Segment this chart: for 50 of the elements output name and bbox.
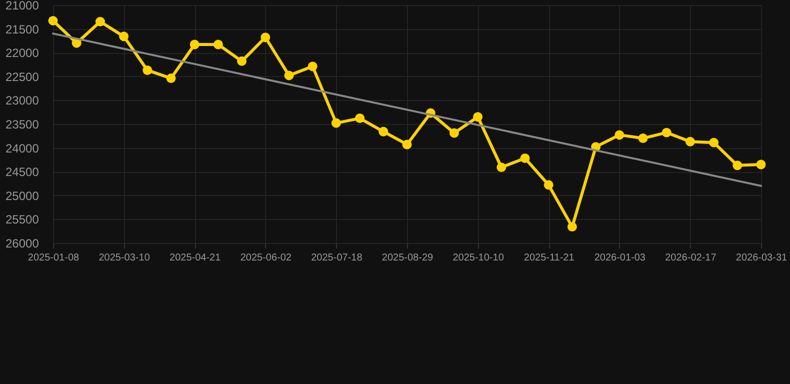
point: [473, 112, 483, 122]
point: [142, 65, 152, 75]
point: [614, 130, 624, 140]
x-tick-label: 2025-01-08: [28, 252, 80, 264]
x-tick-label: 2026-01-03: [594, 252, 646, 264]
point: [662, 128, 672, 138]
point: [756, 160, 766, 170]
y-tick-label: 23000: [6, 94, 40, 108]
x-tick-label: 2026-02-17: [665, 252, 717, 264]
point: [567, 222, 577, 232]
point: [308, 62, 318, 72]
point: [496, 162, 506, 172]
y-tick-label: 21500: [6, 22, 40, 36]
point: [213, 40, 223, 50]
x-tick-label: 2025-07-18: [311, 252, 363, 264]
point: [732, 160, 742, 170]
point: [237, 56, 247, 66]
y-tick-label: 23500: [6, 118, 40, 132]
point: [284, 70, 294, 80]
point: [95, 16, 105, 26]
x-tick-label: 2026-03-31: [736, 252, 788, 264]
y-tick-label: 25000: [6, 188, 40, 203]
y-tick-label: 25500: [6, 212, 40, 227]
point: [402, 140, 412, 150]
x-tick-label: 2025-10-10: [452, 252, 504, 264]
point: [331, 118, 341, 128]
point: [685, 136, 695, 146]
point: [119, 32, 129, 42]
point: [520, 154, 530, 164]
x-tick-label: 2025-06-02: [240, 252, 292, 264]
x-tick-label: 2025-11-21: [524, 252, 575, 264]
y-tick-label: 24000: [6, 141, 40, 156]
point: [544, 180, 554, 190]
point: [709, 138, 719, 148]
y-tick-label: 21000: [6, 0, 40, 12]
y-tick-label: 24500: [6, 165, 40, 180]
point: [166, 74, 176, 84]
point: [638, 134, 648, 144]
point: [48, 16, 58, 26]
point: [260, 32, 270, 42]
point: [355, 114, 365, 124]
point: [378, 126, 388, 136]
point: [449, 128, 459, 138]
y-tick-label: 22500: [6, 70, 40, 84]
y-tick-label: 26000: [6, 236, 40, 250]
y-tick-label: 22000: [6, 46, 40, 60]
point: [190, 40, 200, 50]
x-tick-label: 2025-03-10: [98, 252, 150, 264]
x-tick-label: 2025-04-21: [170, 252, 222, 264]
x-tick-label: 2025-08-29: [382, 252, 434, 264]
